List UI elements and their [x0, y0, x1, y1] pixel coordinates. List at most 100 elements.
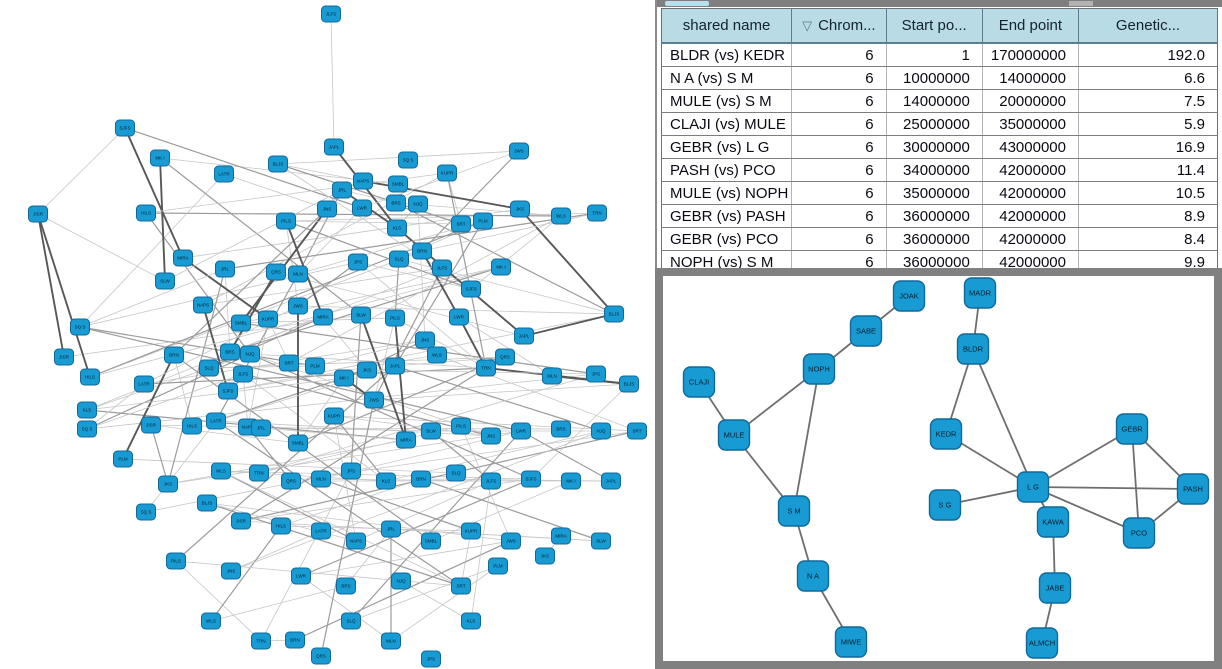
- network-node[interactable]: JLFS: [321, 5, 341, 23]
- network-node[interactable]: KUPR: [324, 407, 344, 425]
- network-node-box[interactable]: [389, 250, 409, 268]
- network-node[interactable]: SLW: [591, 532, 611, 550]
- edge-name-cell[interactable]: GEBR (vs) PCO: [661, 227, 793, 251]
- subnetwork-node-box[interactable]: [929, 418, 963, 450]
- network-node-box[interactable]: [495, 348, 515, 366]
- network-node-box[interactable]: [115, 119, 135, 137]
- network-node-box[interactable]: [535, 547, 555, 565]
- network-node-box[interactable]: [155, 272, 175, 290]
- network-node-box[interactable]: [197, 494, 217, 512]
- network-node-box[interactable]: [291, 567, 311, 585]
- network-node-box[interactable]: [561, 472, 581, 490]
- network-node[interactable]: SMBL: [288, 434, 308, 452]
- network-node[interactable]: JLFS: [432, 259, 452, 277]
- value-cell[interactable]: 6: [791, 66, 887, 90]
- network-node[interactable]: SQ S: [398, 151, 418, 169]
- network-node-box[interactable]: [206, 412, 226, 430]
- network-node[interactable]: MLN: [311, 470, 331, 488]
- network-node-box[interactable]: [281, 472, 301, 490]
- network-node[interactable]: SRT: [627, 422, 647, 440]
- network-node[interactable]: SLQ: [389, 250, 409, 268]
- network-node-box[interactable]: [364, 391, 384, 409]
- subnetwork-node-box[interactable]: [1115, 413, 1149, 445]
- network-node[interactable]: BLJS: [604, 305, 624, 323]
- network-node[interactable]: NAPS: [193, 296, 213, 314]
- network-node-box[interactable]: [279, 354, 299, 372]
- network-node[interactable]: NJQ: [408, 195, 428, 213]
- value-cell[interactable]: 35000000: [886, 181, 983, 205]
- network-node-box[interactable]: [268, 155, 288, 173]
- network-node-box[interactable]: [285, 631, 305, 649]
- subnetwork-node[interactable]: MADR: [963, 277, 997, 309]
- subnetwork-node-box[interactable]: [1025, 627, 1059, 659]
- network-node[interactable]: JKS: [535, 547, 555, 565]
- subnetwork-node[interactable]: SABE: [849, 315, 883, 347]
- network-node-box[interactable]: [451, 577, 471, 595]
- value-cell[interactable]: 35000000: [982, 112, 1079, 136]
- network-node-box[interactable]: [352, 199, 372, 217]
- column-header[interactable]: Genetic...: [1078, 8, 1218, 44]
- network-node[interactable]: WLS: [211, 462, 231, 480]
- table-row[interactable]: N A (vs) S M 6 10000000 14000000 6.6: [661, 66, 1218, 90]
- network-node[interactable]: SMBL: [421, 532, 441, 550]
- network-node[interactable]: BRN: [411, 470, 431, 488]
- network-node[interactable]: JNS: [317, 200, 337, 218]
- value-cell[interactable]: 6: [791, 89, 887, 113]
- network-node[interactable]: KLS: [387, 219, 407, 237]
- network-node-box[interactable]: [488, 557, 508, 575]
- value-cell[interactable]: 11.4: [1078, 158, 1218, 182]
- value-cell[interactable]: 43000000: [982, 135, 1079, 159]
- network-node-box[interactable]: [141, 416, 161, 434]
- subnetwork-node-box[interactable]: [849, 315, 883, 347]
- network-node-box[interactable]: [332, 181, 352, 199]
- network-node[interactable]: NAPS: [346, 532, 366, 550]
- network-node[interactable]: QRS: [311, 647, 331, 665]
- table-row[interactable]: BLDR (vs) KEDR 6 1 170000000 192.0: [661, 43, 1218, 67]
- network-node[interactable]: SQ S: [77, 420, 97, 438]
- network-node[interactable]: BRS: [336, 577, 356, 595]
- value-cell[interactable]: 36000000: [886, 227, 983, 251]
- subnetwork-node-box[interactable]: [892, 280, 926, 312]
- table-row[interactable]: GEBR (vs) PCO 6 36000000 42000000 8.4: [661, 227, 1218, 251]
- column-header[interactable]: shared name: [661, 8, 793, 44]
- value-cell[interactable]: 6: [791, 204, 887, 228]
- edge-name-cell[interactable]: GEBR (vs) PASH: [661, 204, 793, 228]
- network-node-box[interactable]: [353, 172, 373, 190]
- network-node[interactable]: NJQ: [240, 345, 260, 363]
- network-node-box[interactable]: [357, 361, 377, 379]
- network-node[interactable]: KLS: [461, 612, 481, 630]
- value-cell[interactable]: 25000000: [886, 112, 983, 136]
- network-node-box[interactable]: [542, 367, 562, 385]
- network-node-box[interactable]: [271, 517, 291, 535]
- network-node[interactable]: MK I: [491, 258, 511, 276]
- network-node[interactable]: TRN: [249, 464, 269, 482]
- network-node[interactable]: HILS: [136, 204, 156, 222]
- network-node-box[interactable]: [313, 308, 333, 326]
- network-node-box[interactable]: [136, 204, 156, 222]
- network-node-box[interactable]: [381, 520, 401, 538]
- network-node[interactable]: SLW: [421, 422, 441, 440]
- network-node-box[interactable]: [473, 212, 493, 230]
- network-node-box[interactable]: [587, 204, 607, 222]
- network-node[interactable]: LATR: [311, 522, 331, 540]
- network-node-box[interactable]: [451, 417, 471, 435]
- subnetwork-node[interactable]: PASH: [1176, 473, 1210, 505]
- network-node-box[interactable]: [391, 572, 411, 590]
- subnetwork-edge[interactable]: [1032, 486, 1194, 490]
- network-node-box[interactable]: [54, 348, 74, 366]
- network-node-box[interactable]: [113, 450, 133, 468]
- network-node-box[interactable]: [251, 419, 271, 437]
- network-node[interactable]: SJFS: [521, 470, 541, 488]
- network-node[interactable]: JWS: [288, 297, 308, 315]
- value-cell[interactable]: 6.6: [1078, 66, 1218, 90]
- scrollbar-thumb-secondary[interactable]: [1069, 1, 1093, 6]
- value-cell[interactable]: 14000000: [982, 66, 1079, 90]
- network-node-box[interactable]: [408, 195, 428, 213]
- network-node-box[interactable]: [432, 259, 452, 277]
- network-node[interactable]: PLM: [305, 357, 325, 375]
- subnetwork-node-box[interactable]: [834, 626, 868, 658]
- value-cell[interactable]: 42000000: [982, 158, 1079, 182]
- network-node-box[interactable]: [481, 427, 501, 445]
- subnetwork-canvas[interactable]: JOAK MADR SABE BLDR NOPH CLAJI MULE KEDR GEBR L G…: [663, 276, 1214, 661]
- value-cell[interactable]: 1: [886, 43, 983, 67]
